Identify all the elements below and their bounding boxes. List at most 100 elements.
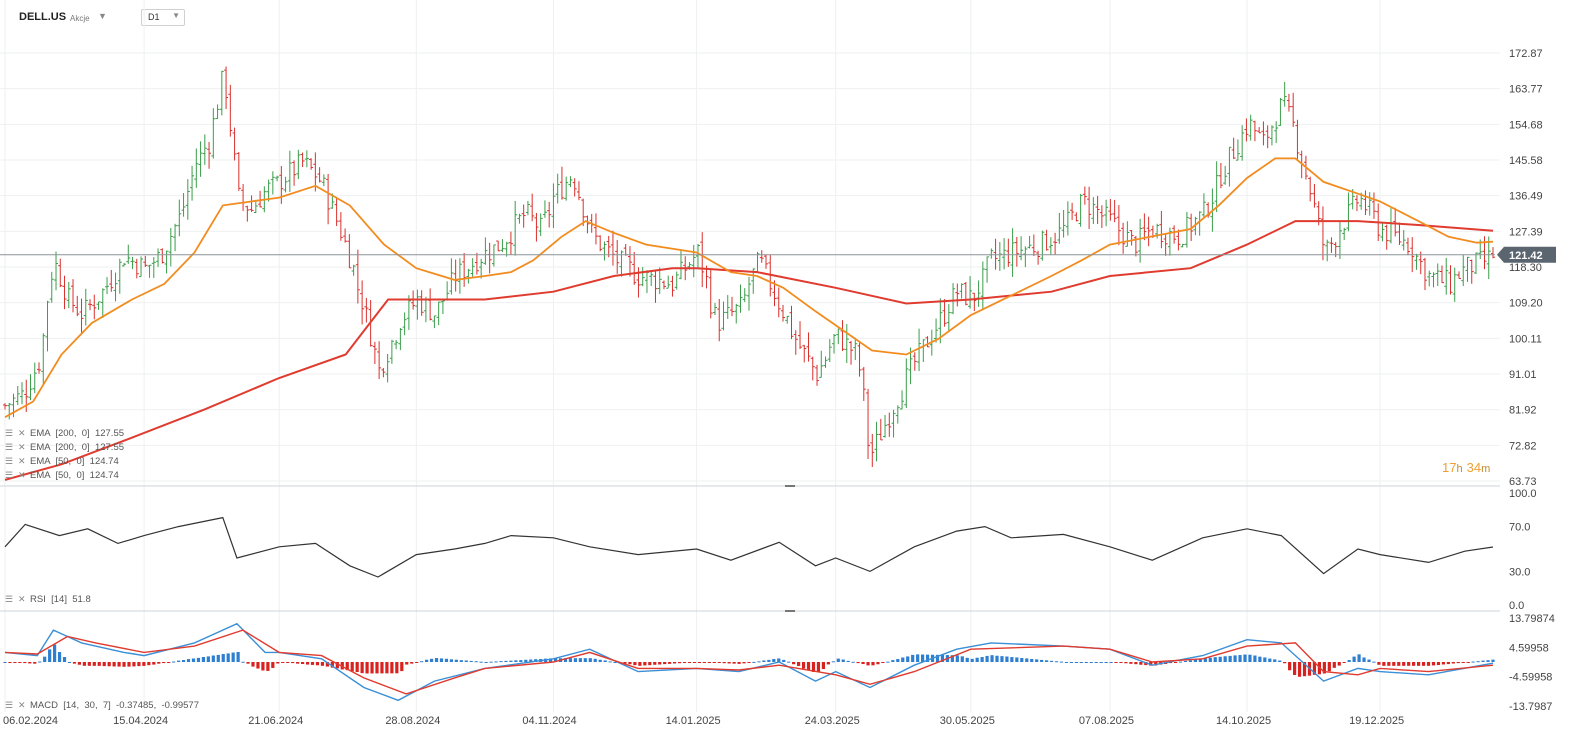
legend-ema200-b[interactable]: ☰ ✕ EMA [200, 0] 127.55	[5, 442, 124, 453]
settings-lines-icon[interactable]: ☰	[5, 470, 13, 480]
candle	[1023, 246, 1028, 268]
candle	[844, 324, 849, 364]
candle	[832, 333, 837, 354]
price-tick-label: 136.49	[1509, 191, 1543, 203]
legend-rsi[interactable]: ☰ ✕ RSI [14] 51.8	[5, 594, 91, 605]
candle	[377, 341, 382, 379]
histogram-bar	[92, 662, 96, 666]
candle	[1070, 202, 1075, 221]
legend-macd[interactable]: ☰ ✕ MACD [14, 30, 7] -0.37485, -0.99577	[5, 700, 199, 711]
candle	[419, 290, 424, 316]
histogram-bar	[861, 662, 865, 665]
histogram-bar	[102, 662, 106, 667]
candle	[449, 258, 454, 295]
histogram-bar	[871, 662, 875, 666]
candle	[202, 134, 207, 165]
histogram-bar	[1441, 662, 1445, 665]
chart-header: DELL.US Akcje ▼ D1 ▼	[0, 6, 300, 28]
histogram-bar	[1451, 662, 1455, 664]
histogram-bar	[549, 658, 553, 662]
settings-lines-icon[interactable]: ☰	[5, 700, 13, 710]
candle	[695, 243, 700, 268]
candle	[1235, 139, 1240, 161]
candle	[517, 213, 522, 224]
histogram-bar	[841, 659, 845, 662]
candle	[457, 258, 462, 294]
histogram-bar	[891, 660, 895, 662]
histogram-bar	[851, 661, 855, 663]
legend-ema50-text: EMA [50, 0] 124.74	[30, 470, 119, 481]
candle	[1367, 192, 1372, 216]
histogram-bar	[980, 657, 984, 662]
price-tick-label: 172.87	[1509, 48, 1543, 60]
candle	[1384, 224, 1389, 250]
candle	[1337, 222, 1342, 260]
candle	[49, 271, 54, 303]
candle	[58, 258, 63, 288]
candle	[1252, 120, 1257, 142]
candle	[304, 150, 309, 168]
candle	[168, 228, 173, 267]
price-tick-label: 91.01	[1509, 369, 1537, 381]
candle	[92, 294, 97, 320]
candle	[508, 231, 513, 255]
candle	[1282, 81, 1287, 107]
candle	[479, 258, 484, 279]
price-tick-label: 109.20	[1509, 298, 1543, 310]
settings-lines-icon[interactable]: ☰	[5, 594, 13, 604]
close-icon[interactable]: ✕	[18, 428, 26, 438]
histogram-bar	[1481, 660, 1485, 662]
macd-pane: 13.79874 4.59958 -4.59958 -13.7987	[3, 613, 1555, 713]
histogram-bar	[1486, 660, 1490, 662]
countdown-hours: 17	[1442, 460, 1456, 475]
histogram-bar	[474, 661, 478, 663]
candle	[938, 298, 943, 344]
candle	[258, 190, 263, 208]
close-icon[interactable]: ✕	[18, 456, 26, 466]
candle	[1057, 212, 1062, 244]
histogram-bar	[782, 659, 786, 662]
close-icon[interactable]: ✕	[18, 470, 26, 480]
candle	[955, 283, 960, 307]
histogram-bar	[415, 662, 419, 663]
histogram-bar	[1397, 662, 1401, 666]
histogram-bar	[1005, 656, 1009, 662]
histogram-bar	[712, 662, 716, 663]
close-icon[interactable]: ✕	[18, 594, 26, 604]
histogram-bar	[72, 662, 77, 664]
settings-lines-icon[interactable]: ☰	[5, 442, 13, 452]
macd-tick-label: 4.59958	[1509, 642, 1549, 654]
candle	[41, 333, 46, 384]
settings-lines-icon[interactable]: ☰	[5, 456, 13, 466]
candle	[1176, 229, 1181, 251]
candle	[729, 296, 734, 317]
countdown-h-unit: h	[1456, 463, 1462, 475]
histogram-bar	[1362, 657, 1366, 662]
legend-ema50-a[interactable]: ☰ ✕ EMA [50, 0] 124.74	[5, 456, 119, 467]
close-icon[interactable]: ✕	[18, 700, 26, 710]
legend-ema200-a[interactable]: ☰ ✕ EMA [200, 0] 127.55	[5, 428, 124, 439]
candle	[1312, 183, 1317, 208]
settings-lines-icon[interactable]: ☰	[5, 428, 13, 438]
candle	[572, 178, 577, 197]
histogram-bar	[28, 662, 32, 664]
caret-down-icon[interactable]: ▼	[98, 11, 107, 21]
candle	[1040, 230, 1045, 261]
histogram-bar	[955, 655, 959, 662]
candles	[3, 66, 1495, 468]
histogram-bar	[1417, 662, 1421, 666]
candle	[632, 251, 637, 285]
timeframe-select[interactable]: D1 ▼	[141, 9, 185, 26]
histogram-bar	[400, 662, 404, 672]
histogram-bar	[1273, 659, 1277, 662]
legend-ema50-b[interactable]: ☰ ✕ EMA [50, 0] 124.74	[5, 470, 119, 481]
histogram-bar	[1129, 662, 1133, 664]
candle	[853, 337, 858, 361]
close-icon[interactable]: ✕	[18, 442, 26, 452]
candle	[1048, 237, 1053, 255]
histogram-bar	[8, 662, 12, 663]
symbol-label[interactable]: DELL.US	[19, 11, 67, 23]
ema50-line	[4, 157, 1494, 418]
